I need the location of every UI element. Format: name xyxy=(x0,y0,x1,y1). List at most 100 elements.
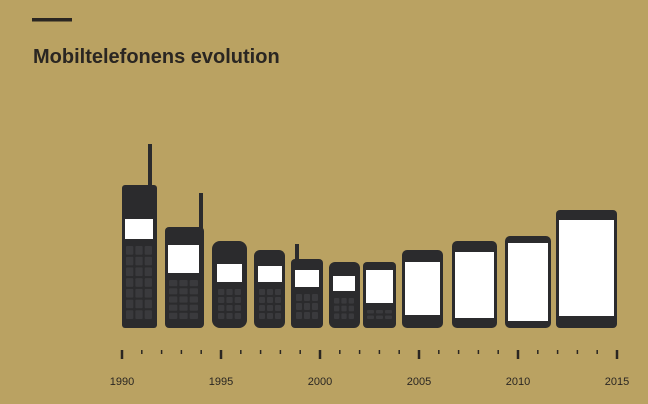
phone-key xyxy=(312,303,318,310)
phone-key xyxy=(304,303,310,310)
phone-key xyxy=(144,267,152,277)
phone-key xyxy=(169,296,178,303)
phone-key xyxy=(135,288,143,298)
phone-screen xyxy=(405,262,440,315)
phone-key xyxy=(189,288,198,295)
phone-key xyxy=(267,289,273,295)
phone-key xyxy=(189,312,198,319)
phone-key xyxy=(126,267,134,277)
phone-key xyxy=(144,256,152,266)
phone-key xyxy=(341,298,347,304)
phone-key xyxy=(367,315,374,319)
phone-antenna xyxy=(148,144,152,189)
phone-key xyxy=(144,246,152,255)
phone-key xyxy=(267,313,273,319)
phone-key xyxy=(126,299,134,309)
phone-key xyxy=(341,313,347,319)
year-label: 2015 xyxy=(605,376,629,388)
phone-key xyxy=(169,288,178,295)
accent-bar xyxy=(32,18,72,22)
phone-key xyxy=(296,303,302,310)
timeline: 1990 1995 2000 2005 2010 2015 xyxy=(110,350,629,388)
phone-key xyxy=(348,305,354,312)
phone-key xyxy=(169,312,178,319)
phone-key xyxy=(275,313,281,319)
phone-key xyxy=(348,313,354,319)
phone-key xyxy=(144,310,152,319)
phone-key xyxy=(385,310,392,314)
phone-key xyxy=(179,312,188,319)
phone-key xyxy=(135,299,143,309)
phone-key xyxy=(189,304,198,311)
phone-key xyxy=(218,297,225,303)
phone-key xyxy=(267,297,273,303)
phone-key xyxy=(376,315,383,319)
phone-key xyxy=(135,256,143,266)
phone-key xyxy=(218,289,225,295)
phone-key xyxy=(259,313,265,319)
phone-key xyxy=(259,289,265,295)
phone-key xyxy=(126,278,134,287)
phone-key xyxy=(226,297,233,303)
phone-key xyxy=(296,312,302,319)
phone-key xyxy=(218,313,225,319)
year-label: 2005 xyxy=(407,376,431,388)
phone-screen xyxy=(366,270,393,303)
phone-key xyxy=(259,297,265,303)
phone-antenna xyxy=(199,193,203,231)
phone-key xyxy=(312,294,318,301)
phone-key xyxy=(312,312,318,319)
phone-screen xyxy=(217,264,242,282)
phone-key xyxy=(304,294,310,301)
phone-key xyxy=(304,312,310,319)
phone-key xyxy=(348,298,354,304)
title: Mobiltelefonens evolution xyxy=(33,46,280,68)
phone-screen xyxy=(508,243,548,321)
phone-key xyxy=(189,280,198,287)
year-label: 2000 xyxy=(308,376,332,388)
phone-key xyxy=(144,288,152,298)
phone-screen xyxy=(559,220,614,316)
phone-key xyxy=(367,310,374,314)
phone-key xyxy=(226,305,233,311)
phone-key xyxy=(296,294,302,301)
phone-key xyxy=(144,299,152,309)
phone-screen xyxy=(455,252,494,318)
year-label: 1995 xyxy=(209,376,233,388)
phone-key xyxy=(135,246,143,255)
phone-key xyxy=(179,288,188,295)
phones xyxy=(122,144,617,328)
phone-key xyxy=(179,304,188,311)
phone-key xyxy=(179,296,188,303)
phone-screen xyxy=(168,245,199,273)
phone-key xyxy=(385,315,392,319)
phone-key xyxy=(259,305,265,311)
phone-key xyxy=(334,313,340,319)
phone-key xyxy=(376,310,383,314)
phone-screen xyxy=(125,219,153,239)
phone-key xyxy=(218,305,225,311)
phone-key xyxy=(135,267,143,277)
year-label: 2010 xyxy=(506,376,530,388)
phone-key xyxy=(275,297,281,303)
phone-key xyxy=(267,305,273,311)
phone-screen xyxy=(333,276,355,291)
phone-key xyxy=(275,305,281,311)
phone-key xyxy=(126,246,134,255)
phone-key xyxy=(135,310,143,319)
phone-key xyxy=(126,288,134,298)
phone-key xyxy=(226,313,233,319)
phone-key xyxy=(334,298,340,304)
phone-key xyxy=(234,289,241,295)
phone-key xyxy=(234,305,241,311)
phone-screen xyxy=(295,270,319,287)
phone-key xyxy=(144,278,152,287)
phone-key xyxy=(234,313,241,319)
phone-screen xyxy=(258,266,282,282)
phone-key xyxy=(189,296,198,303)
phone-key xyxy=(126,310,134,319)
phone-antenna xyxy=(295,244,299,263)
phone-key xyxy=(169,280,178,287)
phone-key xyxy=(334,305,340,312)
